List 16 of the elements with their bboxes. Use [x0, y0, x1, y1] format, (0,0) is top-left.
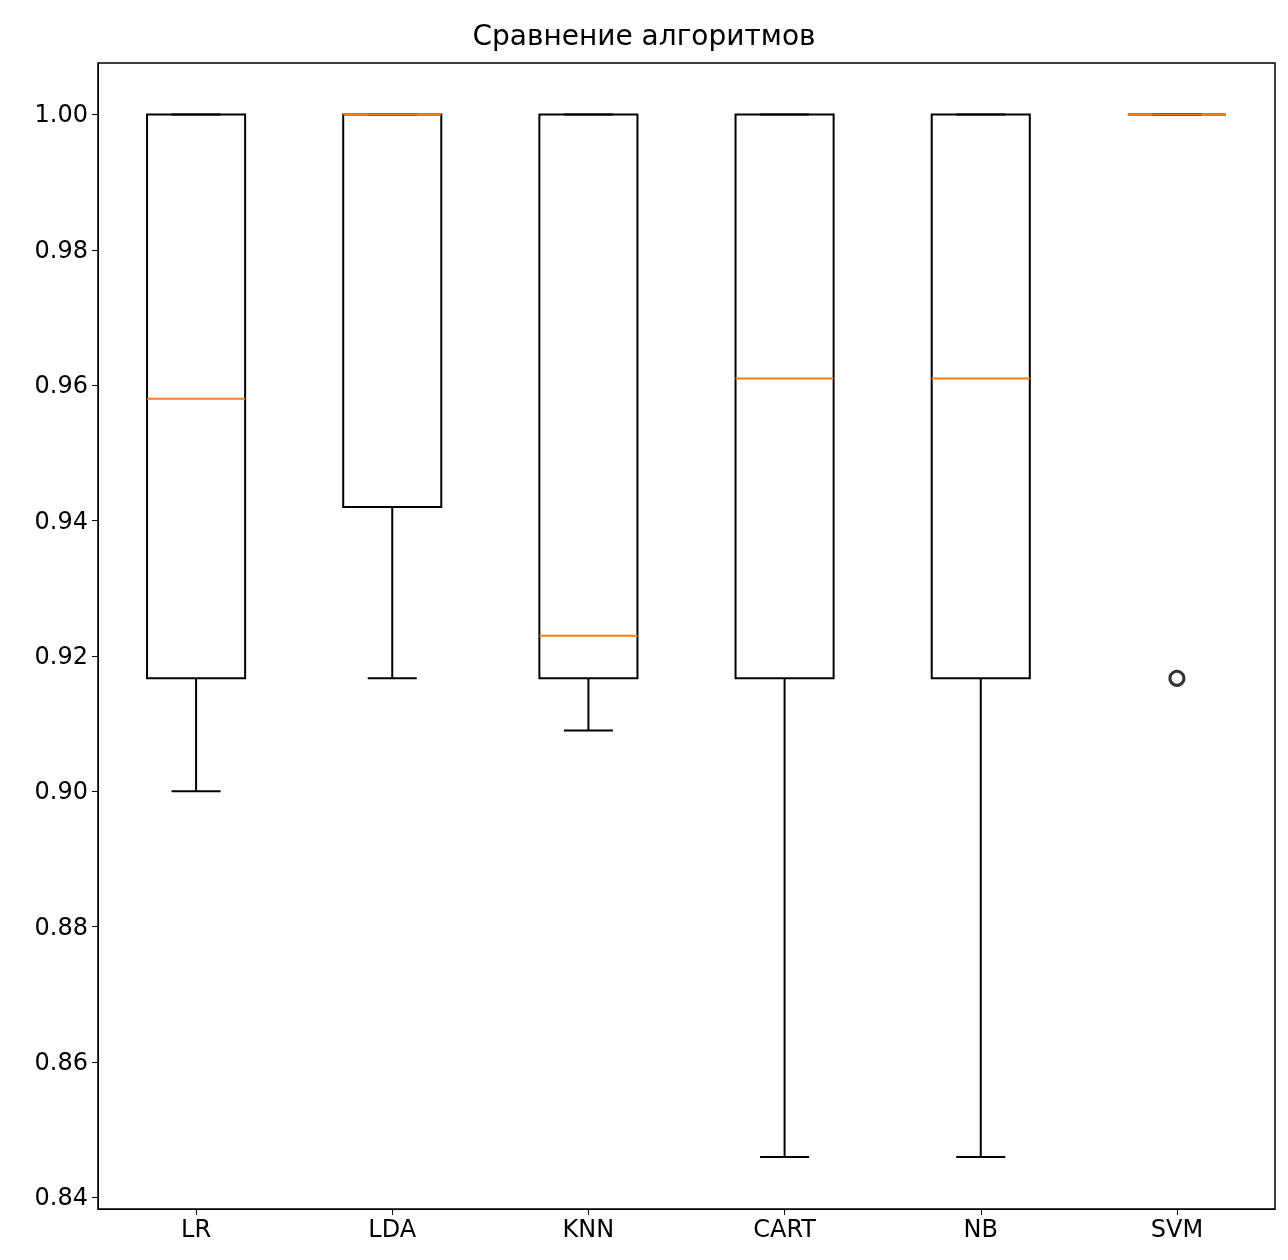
y-tick-label: 0.84 — [34, 1183, 88, 1212]
y-tick-label: 0.86 — [34, 1048, 88, 1077]
y-tick-label: 1.00 — [34, 100, 88, 129]
x-tick-label: LR — [181, 1215, 212, 1243]
x-tick-label: CART — [753, 1215, 817, 1243]
y-tick-label: 0.94 — [34, 506, 88, 535]
y-tick-label: 0.88 — [34, 912, 88, 941]
y-tick-label: 0.98 — [34, 235, 88, 264]
chart-title: Сравнение алгоритмов — [472, 18, 816, 52]
y-tick-label: 0.90 — [34, 777, 88, 806]
y-tick-label: 0.92 — [34, 641, 88, 670]
x-tick-label: SVM — [1150, 1215, 1204, 1243]
x-tick-label: KNN — [562, 1215, 615, 1243]
x-tick-label: NB — [963, 1215, 998, 1243]
x-tick-label: LDA — [368, 1215, 417, 1243]
y-tick-label: 0.96 — [34, 371, 88, 400]
